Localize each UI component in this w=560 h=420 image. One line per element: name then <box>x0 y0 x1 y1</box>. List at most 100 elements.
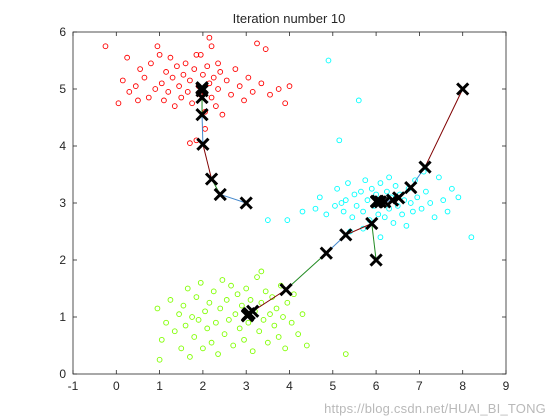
data-point-cluster-2 <box>427 200 434 206</box>
data-point-cluster-2 <box>440 197 447 204</box>
x-tick-label: 0 <box>113 379 120 393</box>
data-point-cluster-2 <box>449 185 455 192</box>
data-point-cluster-1 <box>189 100 195 107</box>
centroid-path-segment <box>220 193 247 204</box>
data-point-cluster-1 <box>156 51 163 58</box>
data-point-cluster-3 <box>271 322 278 329</box>
centroid-marker <box>239 196 253 210</box>
data-point-cluster-2 <box>386 174 392 181</box>
data-point-cluster-2 <box>340 208 347 215</box>
centroid-marker <box>195 84 209 98</box>
data-point-cluster-2 <box>351 191 358 198</box>
data-point-cluster-3 <box>288 319 295 326</box>
data-point-cluster-3 <box>195 317 202 323</box>
y-tick-label: 0 <box>59 367 66 381</box>
watermark: https://blog.csdn.net/HUAI_BI_TONG <box>324 401 546 416</box>
data-point-cluster-2 <box>349 214 356 221</box>
data-point-cluster-1 <box>187 77 193 84</box>
centroid-marker <box>365 216 379 231</box>
data-point-cluster-3 <box>245 319 252 326</box>
data-point-cluster-3 <box>226 317 232 323</box>
centroid-path-segment <box>345 223 372 236</box>
data-point-cluster-1 <box>202 126 208 132</box>
data-point-cluster-2 <box>407 200 414 206</box>
data-point-cluster-3 <box>256 328 263 335</box>
data-point-cluster-1 <box>282 100 289 107</box>
centroid-marker <box>369 195 384 209</box>
data-point-cluster-2 <box>323 211 330 218</box>
centroid-marker <box>196 137 210 151</box>
data-point-cluster-3 <box>254 274 260 280</box>
data-point-cluster-1 <box>171 103 178 109</box>
data-point-cluster-3 <box>249 348 256 355</box>
data-point-cluster-1 <box>241 97 247 104</box>
centroid-marker <box>319 246 333 260</box>
data-point-cluster-2 <box>364 197 371 204</box>
data-point-cluster-1 <box>275 86 282 92</box>
data-point-cluster-2 <box>399 211 405 218</box>
data-point-cluster-2 <box>362 177 369 184</box>
data-point-cluster-1 <box>163 69 169 75</box>
data-point-cluster-3 <box>280 314 286 320</box>
data-point-cluster-1 <box>197 51 204 58</box>
data-point-cluster-3 <box>258 268 265 275</box>
data-point-cluster-3 <box>163 319 169 326</box>
data-point-cluster-2 <box>265 217 271 223</box>
data-point-cluster-1 <box>115 100 122 107</box>
data-point-cluster-1 <box>182 60 189 67</box>
data-point-cluster-3 <box>154 305 161 312</box>
data-point-cluster-2 <box>468 234 475 241</box>
data-point-cluster-1 <box>126 88 133 95</box>
data-point-cluster-2 <box>431 214 438 221</box>
data-point-cluster-1 <box>213 103 219 109</box>
data-point-cluster-1 <box>137 66 143 72</box>
data-point-cluster-3 <box>239 302 245 309</box>
centroid-marker <box>240 309 255 323</box>
data-point-cluster-3 <box>232 311 239 318</box>
data-point-cluster-1 <box>145 94 152 101</box>
data-point-cluster-1 <box>254 40 260 47</box>
data-point-cluster-1 <box>124 54 130 61</box>
data-point-cluster-1 <box>206 34 213 41</box>
data-point-cluster-1 <box>258 80 265 87</box>
data-point-cluster-2 <box>436 174 442 181</box>
data-point-cluster-2 <box>368 185 375 192</box>
centroid-marker <box>213 187 227 202</box>
data-point-cluster-3 <box>189 314 195 320</box>
data-point-cluster-3 <box>176 311 182 318</box>
data-point-cluster-3 <box>180 302 187 309</box>
data-point-cluster-3 <box>206 299 213 306</box>
data-point-cluster-1 <box>174 63 180 70</box>
data-point-cluster-2 <box>360 208 366 215</box>
data-point-cluster-3 <box>167 297 174 303</box>
data-point-cluster-3 <box>228 282 234 289</box>
data-point-cluster-1 <box>210 74 217 81</box>
data-point-cluster-1 <box>215 86 221 92</box>
data-point-cluster-3 <box>200 345 206 352</box>
data-point-cluster-3 <box>219 277 226 283</box>
x-tick-label: 5 <box>329 379 336 393</box>
data-point-cluster-2 <box>353 203 360 209</box>
data-point-cluster-2 <box>325 57 332 64</box>
data-point-cluster-1 <box>208 94 215 101</box>
chart-title: Iteration number 10 <box>233 11 346 26</box>
data-point-cluster-1 <box>167 54 174 61</box>
data-point-cluster-2 <box>410 208 416 215</box>
centroid-path-segment <box>202 144 213 180</box>
data-point-cluster-2 <box>332 203 338 209</box>
centroid-markers <box>195 81 470 323</box>
centroid-path-segment <box>285 252 327 291</box>
data-point-cluster-3 <box>284 299 291 306</box>
centroid-marker <box>391 191 406 205</box>
data-point-cluster-1 <box>119 77 126 84</box>
data-point-cluster-2 <box>423 188 429 195</box>
data-point-cluster-3 <box>184 285 191 292</box>
y-tick-label: 6 <box>59 25 66 39</box>
data-point-cluster-2 <box>316 194 323 201</box>
data-point-cluster-3 <box>202 308 208 315</box>
data-point-cluster-3 <box>158 336 165 343</box>
data-point-cluster-3 <box>197 279 204 286</box>
data-point-cluster-1 <box>178 94 185 101</box>
